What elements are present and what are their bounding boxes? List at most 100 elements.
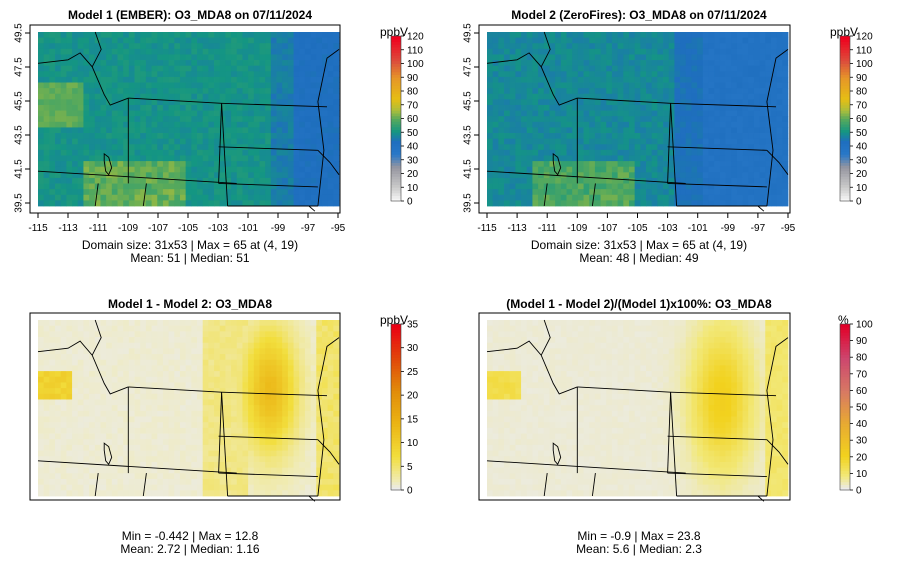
grid-cell <box>49 456 56 463</box>
grid-cell <box>100 473 107 480</box>
grid-cell <box>521 116 528 123</box>
grid-cell <box>179 138 187 145</box>
grid-cell <box>162 478 170 486</box>
grid-cell <box>259 65 266 72</box>
grid-cell <box>282 127 289 134</box>
grid-cell <box>72 155 79 162</box>
grid-cell <box>759 189 766 196</box>
grid-cell <box>736 166 743 173</box>
grid-cell <box>123 99 130 106</box>
grid-cell <box>66 320 73 327</box>
grid-cell <box>731 183 738 190</box>
grid-cell <box>492 121 499 128</box>
grid-cell <box>66 32 73 39</box>
scale-swatch <box>840 181 850 185</box>
grid-cell <box>316 54 323 61</box>
grid-cell <box>197 337 204 344</box>
grid-cell <box>157 382 164 389</box>
grid-cell <box>83 194 90 201</box>
grid-cell <box>151 416 158 423</box>
grid-cell <box>566 37 573 44</box>
grid-cell <box>276 439 283 446</box>
grid-cell <box>89 473 96 480</box>
grid-cell <box>151 48 158 55</box>
grid-cell <box>708 166 715 173</box>
grid-cell <box>327 32 334 39</box>
grid-cell <box>145 110 152 117</box>
grid-cell <box>140 65 147 72</box>
grid-cell <box>185 76 192 83</box>
grid-cell <box>191 393 198 400</box>
grid-cell <box>49 382 56 389</box>
grid-cell <box>259 450 266 457</box>
grid-cell <box>270 439 277 446</box>
grid-cell <box>634 54 641 61</box>
grid-cell <box>236 76 243 83</box>
grid-cell <box>504 32 511 39</box>
grid-cell <box>202 48 209 55</box>
grid-cell <box>487 110 494 117</box>
grid-cell <box>43 76 50 83</box>
grid-cell <box>543 93 550 100</box>
grid-cell <box>611 144 619 151</box>
grid-cell <box>123 177 130 184</box>
grid-cell <box>776 54 783 61</box>
grid-cell <box>651 37 658 44</box>
grid-cell <box>225 473 232 480</box>
grid-cell <box>617 116 624 123</box>
grid-cell <box>128 60 135 67</box>
grid-cell <box>623 71 630 78</box>
grid-cell <box>185 104 192 111</box>
grid-cell <box>276 110 283 117</box>
grid-cell <box>555 65 562 72</box>
grid-cell <box>83 444 90 451</box>
grid-cell <box>543 82 550 89</box>
grid-cell <box>83 376 90 383</box>
grid-cell <box>185 166 192 173</box>
grid-cell <box>498 104 505 111</box>
x-tick-label: -97 <box>751 223 766 234</box>
grid-cell <box>117 60 124 67</box>
grid-cell <box>231 439 238 446</box>
x-tick-label: -105 <box>178 223 198 234</box>
grid-cell <box>100 433 107 440</box>
grid-cell <box>242 325 249 332</box>
panel3-unit-label: ppbV <box>380 313 409 327</box>
grid-cell <box>134 149 141 156</box>
grid-cell <box>191 76 198 83</box>
grid-cell <box>731 144 738 151</box>
grid-cell <box>731 71 738 78</box>
grid-cell <box>299 144 306 151</box>
grid-cell <box>128 138 135 145</box>
grid-cell <box>566 127 573 134</box>
grid-cell <box>697 183 704 190</box>
grid-cell <box>674 76 681 83</box>
grid-cell <box>128 116 135 123</box>
grid-cell <box>589 200 596 207</box>
grid-cell <box>191 149 198 156</box>
grid-cell <box>270 71 277 78</box>
grid-cell <box>94 104 101 111</box>
grid-cell <box>60 478 67 486</box>
grid-cell <box>128 127 135 134</box>
grid-cell <box>560 43 567 50</box>
grid-cell <box>680 161 687 168</box>
grid-cell <box>72 138 79 145</box>
grid-cell <box>38 161 45 168</box>
grid-cell <box>242 161 249 168</box>
grid-cell <box>577 194 584 201</box>
grid-cell <box>94 138 101 145</box>
scale-swatch <box>840 47 850 51</box>
grid-cell <box>504 104 511 111</box>
grid-cell <box>577 144 584 151</box>
grid-cell <box>509 104 516 111</box>
grid-cell <box>555 32 562 39</box>
grid-cell <box>202 342 209 349</box>
grid-cell <box>89 371 96 378</box>
grid-cell <box>623 194 630 201</box>
grid-cell <box>589 48 596 55</box>
grid-cell <box>270 60 277 67</box>
grid-cell <box>270 473 277 480</box>
grid-cell <box>219 177 226 184</box>
grid-cell <box>594 76 601 83</box>
